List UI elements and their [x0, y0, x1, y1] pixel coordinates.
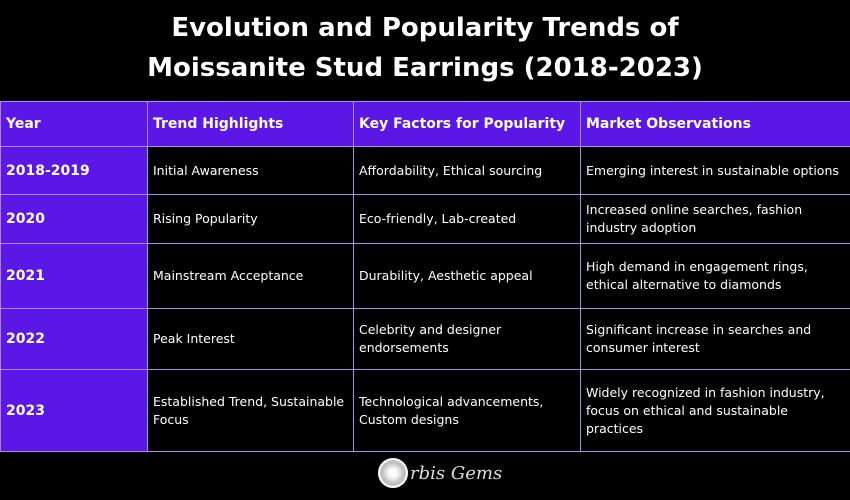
cell-trend: Mainstream Acceptance	[147, 243, 354, 309]
cell-trend: Peak Interest	[147, 308, 354, 370]
cell-factors: Celebrity and designer endorsements	[353, 308, 581, 370]
header-observations: Market Observations	[580, 101, 850, 147]
table-row: 2023 Established Trend, Sustainable Focu…	[0, 369, 850, 452]
table-row: 2018-2019 Initial Awareness Affordabilit…	[0, 146, 850, 195]
cell-trend: Established Trend, Sustainable Focus	[147, 369, 354, 452]
header-factors: Key Factors for Popularity	[353, 101, 581, 147]
page-title: Evolution and Popularity Trends of Moiss…	[0, 8, 850, 88]
cell-observations: Widely recognized in fashion industry, f…	[580, 369, 850, 452]
cell-trend: Initial Awareness	[147, 146, 354, 195]
cell-year: 2022	[0, 308, 148, 370]
cell-observations: Significant increase in searches and con…	[580, 308, 850, 370]
cell-observations: Increased online searches, fashion indus…	[580, 194, 850, 244]
table-row: 2021 Mainstream Acceptance Durability, A…	[0, 243, 850, 309]
table-row: 2020 Rising Popularity Eco-friendly, Lab…	[0, 194, 850, 244]
cell-year: 2023	[0, 369, 148, 452]
header-year: Year	[0, 101, 148, 147]
cell-factors: Eco-friendly, Lab-created	[353, 194, 581, 244]
brand-logo: rbis Gems	[378, 456, 502, 490]
cell-observations: High demand in engagement rings, ethical…	[580, 243, 850, 309]
cell-factors: Durability, Aesthetic appeal	[353, 243, 581, 309]
cell-factors: Affordability, Ethical sourcing	[353, 146, 581, 195]
table-header-row: Year Trend Highlights Key Factors for Po…	[0, 101, 850, 147]
cell-year: 2021	[0, 243, 148, 309]
trends-table: Year Trend Highlights Key Factors for Po…	[0, 101, 850, 452]
cell-year: 2018-2019	[0, 146, 148, 195]
title-line-2: Moissanite Stud Earrings (2018-2023)	[147, 53, 703, 83]
cell-trend: Rising Popularity	[147, 194, 354, 244]
cell-factors: Technological advancements, Custom desig…	[353, 369, 581, 452]
diamond-icon	[378, 458, 408, 488]
cell-year: 2020	[0, 194, 148, 244]
header-trend: Trend Highlights	[147, 101, 354, 147]
cell-observations: Emerging interest in sustainable options	[580, 146, 850, 195]
logo-text: rbis Gems	[410, 462, 503, 484]
table-row: 2022 Peak Interest Celebrity and designe…	[0, 308, 850, 370]
title-line-1: Evolution and Popularity Trends of	[171, 13, 679, 43]
